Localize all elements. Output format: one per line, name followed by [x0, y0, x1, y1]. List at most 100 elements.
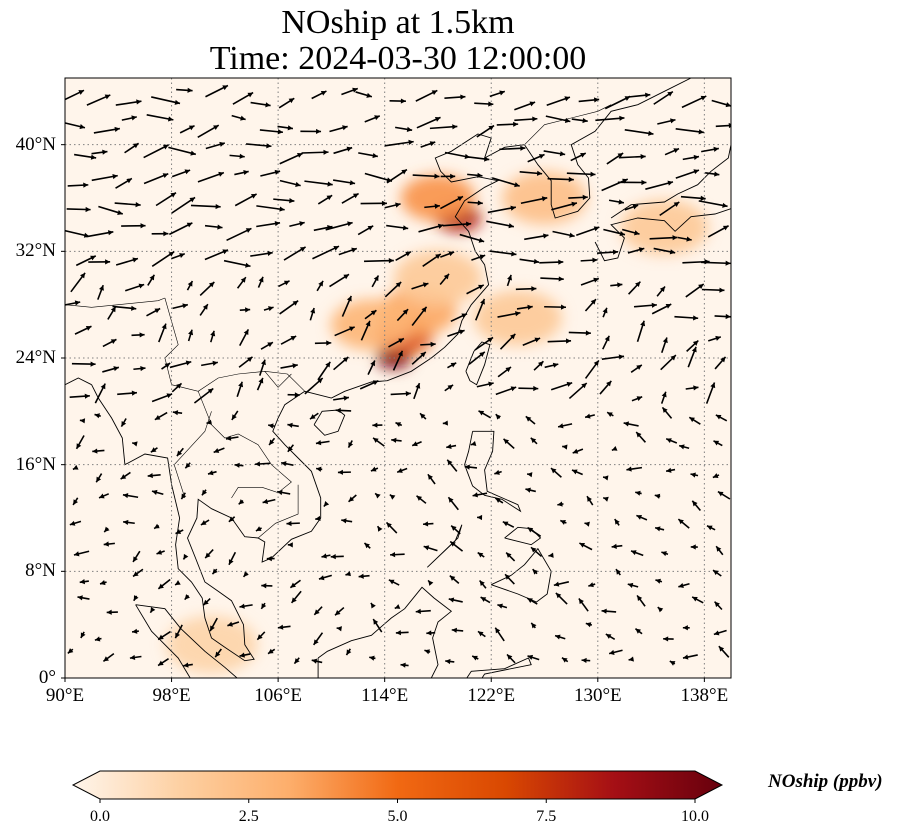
wind-arrow [268, 437, 276, 446]
wind-arrow [315, 515, 321, 522]
wind-arrow [371, 275, 380, 288]
wind-arrow [606, 411, 614, 418]
wind-arrow [337, 469, 351, 475]
wind-arrow [568, 194, 588, 200]
wind-arrow [321, 553, 331, 559]
wind-arrow [154, 411, 168, 421]
wind-arrow [157, 630, 171, 641]
wind-arrow [155, 192, 177, 207]
wind-arrow [630, 550, 644, 557]
wind-arrow [506, 274, 513, 287]
wind-arrow [514, 116, 538, 122]
wind-arrow [580, 257, 598, 263]
wind-arrow [713, 629, 727, 636]
wind-arrow [309, 412, 319, 420]
wind-arrow [602, 475, 609, 481]
wind-arrow [395, 126, 413, 132]
wind-arrow [705, 171, 720, 177]
wind-arrow [334, 606, 345, 616]
wind-arrow [115, 99, 142, 106]
wind-arrow [360, 200, 387, 206]
colorbar-body [71, 770, 724, 800]
wind-arrow [588, 582, 596, 588]
coastline-segment [264, 371, 292, 388]
wind-arrow [102, 338, 117, 348]
wind-arrow [318, 574, 332, 581]
wind-arrow [568, 382, 588, 400]
wind-arrow [605, 633, 616, 640]
wind-arrow [579, 542, 593, 551]
wind-arrow [678, 444, 690, 450]
wind-arrow [611, 543, 623, 549]
wind-arrow [205, 84, 229, 98]
concentration-hotspot [400, 174, 476, 222]
wind-arrow [445, 658, 455, 665]
wind-arrow [610, 282, 623, 288]
wind-arrow [91, 173, 118, 182]
wind-arrow [663, 636, 674, 642]
wind-arrow [715, 414, 728, 422]
wind-arrow [636, 320, 646, 342]
wind-arrow [624, 129, 654, 136]
wind-arrow [267, 648, 276, 655]
wind-arrow [341, 192, 360, 204]
wind-arrow [260, 341, 274, 350]
wind-arrow [171, 382, 183, 393]
lat-tick-label: 0° [38, 667, 56, 688]
wind-arrow [602, 496, 609, 502]
wind-arrow [93, 126, 120, 134]
wind-arrow [614, 518, 620, 526]
wind-arrow [315, 440, 330, 446]
wind-arrow [686, 339, 699, 352]
wind-arrow [311, 658, 323, 664]
wind-arrow [392, 350, 404, 371]
wind-arrow [621, 228, 640, 236]
wind-arrow [69, 393, 90, 399]
coastline-segment [173, 411, 212, 499]
wind-arrow [67, 182, 89, 188]
wind-arrow [193, 387, 214, 404]
wind-arrow [300, 128, 322, 135]
wind-arrow [250, 250, 273, 257]
wind-arrow [209, 617, 218, 632]
wind-arrow [74, 153, 97, 160]
wind-arrow [596, 249, 619, 255]
wind-arrow [323, 501, 330, 508]
wind-arrow [149, 607, 156, 614]
wind-arrow [505, 551, 516, 562]
wind-arrow [576, 226, 600, 236]
wind-arrow [175, 529, 184, 535]
wind-arrow [391, 437, 402, 443]
wind-arrow [345, 648, 352, 656]
wind-arrow [115, 177, 133, 189]
wind-arrow [171, 253, 186, 260]
wind-arrow [336, 626, 342, 632]
wind-arrow [657, 606, 664, 613]
wind-arrow [566, 171, 596, 177]
wind-arrow [400, 662, 409, 668]
wind-arrow [661, 406, 673, 419]
coastline-segment [65, 297, 166, 308]
wind-arrow [547, 338, 572, 344]
wind-arrow [677, 236, 692, 242]
wind-arrow [317, 194, 333, 205]
coastline-segment [524, 104, 612, 145]
wind-arrow [678, 582, 690, 589]
wind-arrow [665, 438, 678, 444]
concentration-hotspot [393, 250, 483, 306]
wind-arrow [171, 196, 196, 214]
wind-arrow [444, 94, 466, 100]
wind-arrow [422, 253, 442, 268]
wind-arrow [256, 221, 281, 228]
wind-arrow [121, 115, 137, 121]
wind-arrow [480, 596, 491, 604]
wind-arrow [66, 206, 91, 213]
wind-arrow [476, 381, 494, 388]
wind-arrow [450, 313, 468, 323]
wind-arrow [67, 648, 74, 654]
wind-arrow [701, 287, 725, 293]
wind-arrow [201, 360, 219, 367]
wind-arrow [259, 129, 284, 135]
coastlines [65, 78, 731, 678]
wind-arrow [714, 356, 727, 370]
